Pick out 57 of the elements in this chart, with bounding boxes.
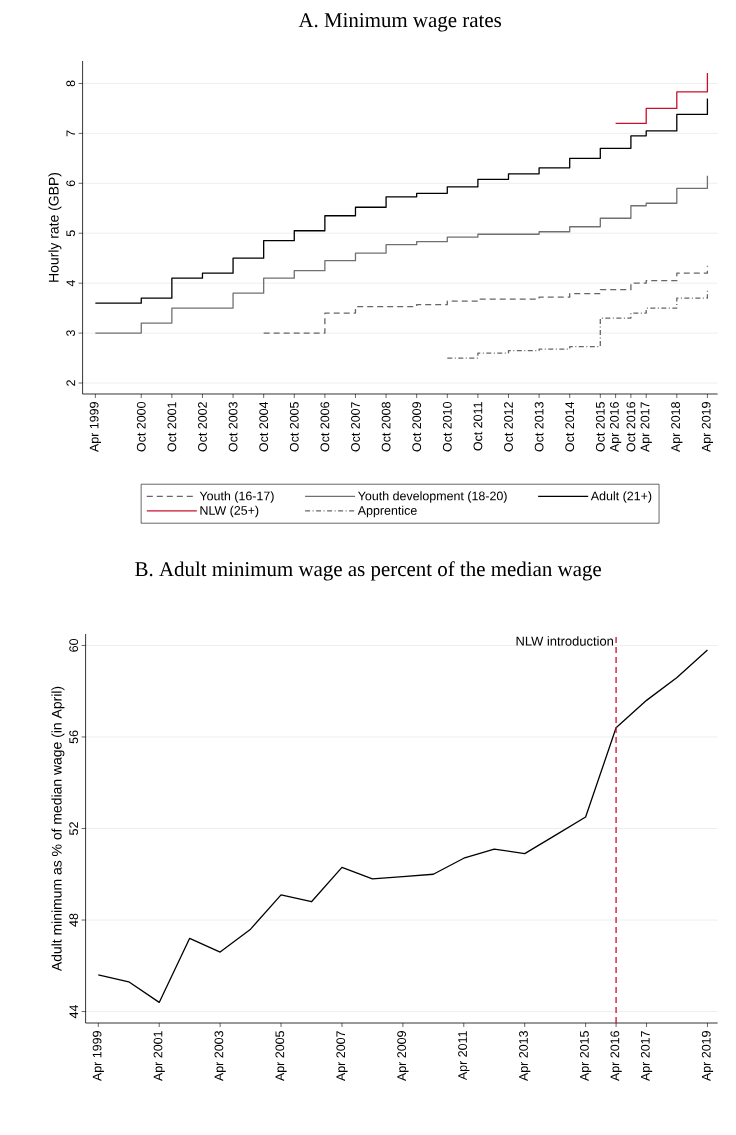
y-axis-title: Adult minimum as % of median wage (in April) <box>51 686 65 972</box>
legend-label: Youth (16-17) <box>199 491 274 503</box>
y-tick-label: 52 <box>69 822 79 835</box>
line-series <box>97 649 709 1004</box>
x-tick-label: Oct 2012 <box>504 402 513 452</box>
y-tick-label: 7 <box>66 130 76 137</box>
x-tick-label: Oct 2011 <box>473 402 483 451</box>
x-tick-label: Apr 2009 <box>397 1031 409 1082</box>
y-tick-label: 44 <box>69 1005 79 1019</box>
y-tick-label: 2 <box>66 380 76 386</box>
x-tick-label: Apr 1999 <box>92 1031 104 1082</box>
x-tick-label: Oct 2013 <box>534 402 544 452</box>
x-tick-label: Oct 2003 <box>228 402 238 452</box>
y-tick-label: 6 <box>66 180 76 187</box>
y-axis-title: Hourly rate (GBP) <box>48 172 62 282</box>
x-tick-label: Oct 2014 <box>565 401 575 452</box>
y-tick-label: 4 <box>66 280 76 287</box>
legend-label: Youth development (18-20) <box>358 491 507 503</box>
x-tick-label: Apr 2016 <box>610 1031 622 1082</box>
x-tick-label: Oct 2001 <box>167 402 177 452</box>
y-tick-label: 56 <box>69 730 79 744</box>
chart-title: B. Adult minimum wage as percent of the median wage <box>135 561 601 581</box>
x-tick-label: Apr 2017 <box>640 1031 653 1082</box>
y-tick-label: 48 <box>69 913 79 927</box>
x-tick-label: Apr 2007 <box>336 1031 348 1082</box>
x-tick-label: Apr 2017 <box>640 402 652 453</box>
legend-label: Apprentice <box>357 505 417 518</box>
x-tick-label: Apr 2015 <box>579 1031 592 1082</box>
x-tick-label: Oct 2002 <box>198 402 207 452</box>
x-tick-label: Oct 2006 <box>320 402 330 452</box>
x-tick-label: Apr 2011 <box>458 1031 470 1081</box>
x-tick-label: Apr 2019 <box>701 402 714 453</box>
x-tick-label: Apr 2013 <box>519 1031 531 1082</box>
x-tick-label: Apr 2016 <box>609 402 622 453</box>
x-tick-label: Apr 2001 <box>153 1031 165 1082</box>
x-tick-label: Apr 2003 <box>214 1031 226 1082</box>
x-tick-label: Oct 2008 <box>381 402 391 452</box>
x-tick-label: Apr 2019 <box>701 1031 714 1082</box>
y-tick-label: 60 <box>69 639 79 652</box>
x-tick-label: Oct 2009 <box>412 402 422 452</box>
legend-label: Adult (21+) <box>590 491 652 503</box>
legend-label: NLW (25+) <box>200 505 259 518</box>
x-tick-label: Oct 2015 <box>595 402 605 452</box>
x-tick-label: Oct 2000 <box>136 402 146 452</box>
x-tick-label: Oct 2010 <box>442 402 452 452</box>
y-tick-label: 3 <box>66 330 76 337</box>
x-tick-label: Apr 2005 <box>275 1031 287 1082</box>
x-tick-label: Oct 2007 <box>351 402 360 452</box>
ref-line-label: NLW introduction <box>516 636 614 646</box>
y-tick-label: 8 <box>66 80 76 87</box>
y-tick-label: 5 <box>66 230 76 237</box>
x-tick-label: Oct 2004 <box>259 401 269 452</box>
x-tick-label: Oct 2005 <box>289 402 299 452</box>
x-tick-label: Oct 2016 <box>626 402 636 452</box>
x-tick-label: Apr 1999 <box>89 402 101 453</box>
x-tick-label: Apr 2018 <box>671 402 683 453</box>
chart-title: A. Minimum wage rates <box>298 13 502 32</box>
